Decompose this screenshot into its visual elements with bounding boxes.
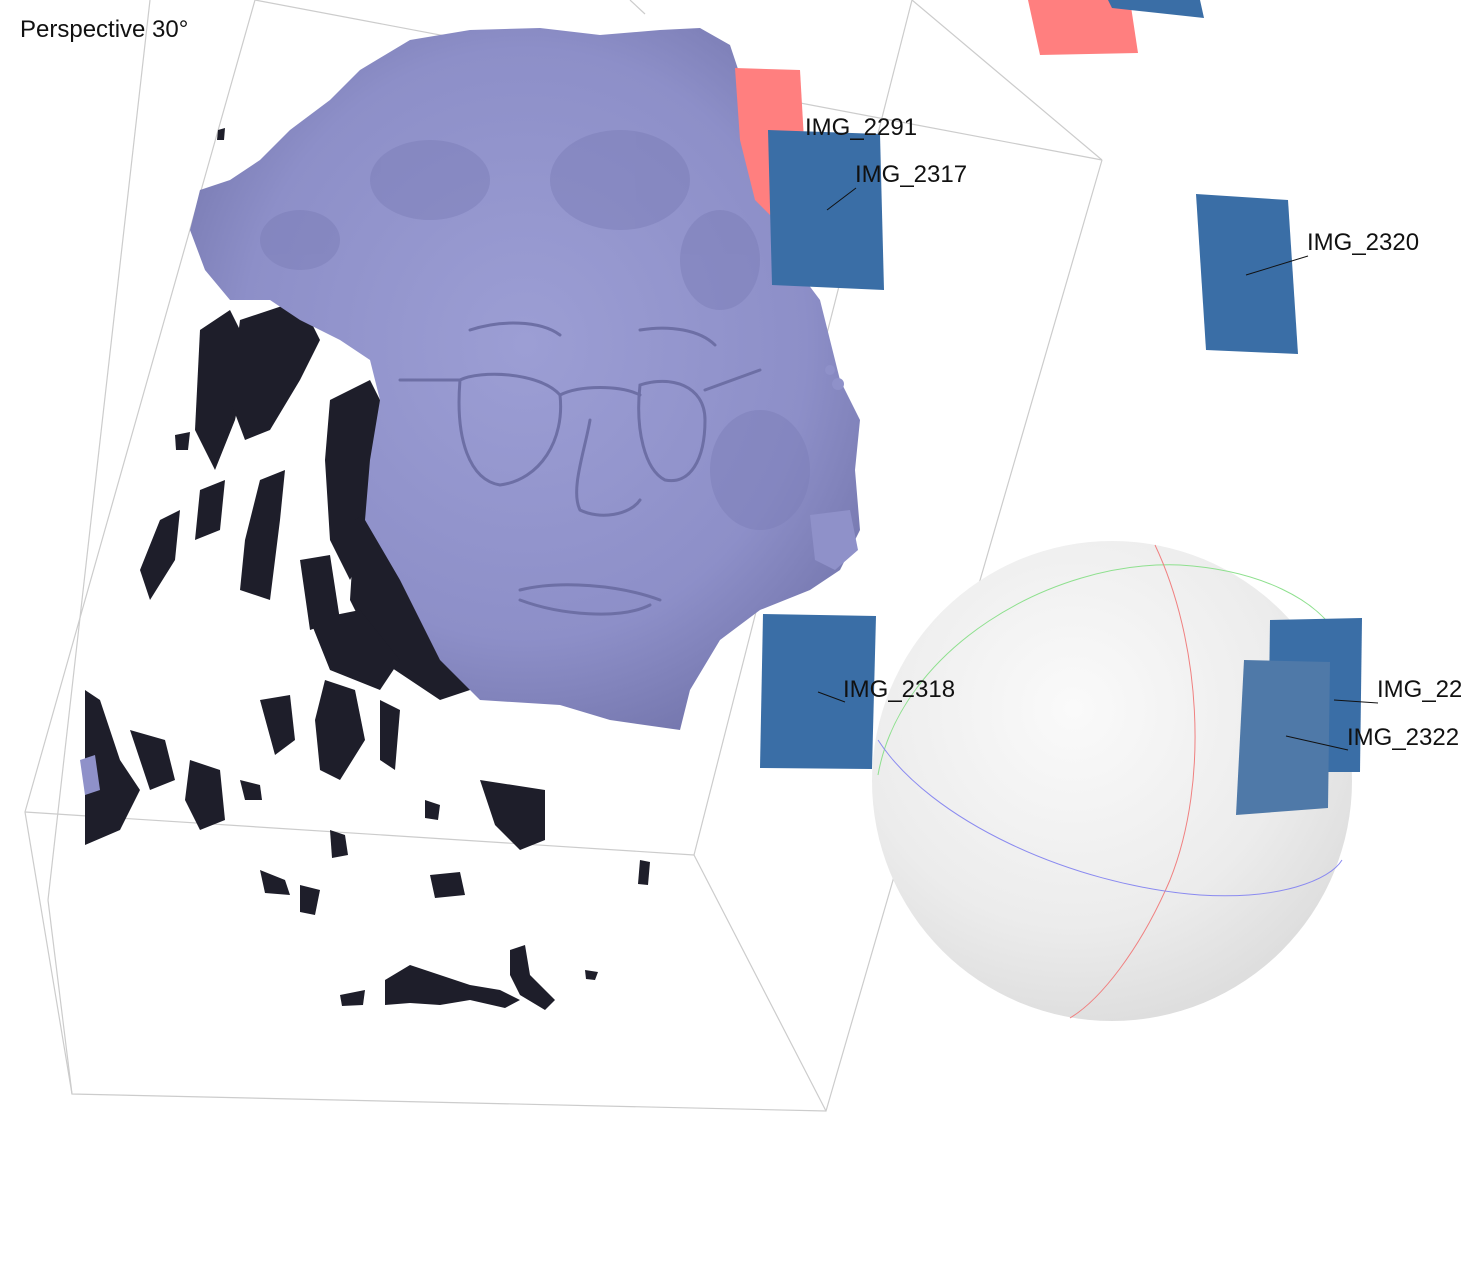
- face-surface-shading: [260, 130, 810, 530]
- gizmo-ring-y: [877, 564, 1341, 776]
- camera-frames[interactable]: [735, 0, 1298, 769]
- camera-labels: IMG_2291 IMG_2317 IMG_2320 IMG_2318 IMG_…: [805, 114, 1461, 751]
- trackball-sphere-icon[interactable]: [872, 541, 1352, 1021]
- face-relief: [398, 321, 762, 616]
- gizmo-ring-z: [877, 739, 1343, 897]
- camera-label-2322: IMG_2322: [1347, 724, 1459, 751]
- camera-label-2320: IMG_2320: [1307, 229, 1419, 256]
- camera-label-2317: IMG_2317: [855, 161, 967, 188]
- camera-label-22: IMG_22: [1377, 676, 1461, 703]
- mesh-fragments: [80, 98, 858, 795]
- label-leaders: [817, 187, 1379, 751]
- camera-label-2291: IMG_2291: [805, 114, 917, 141]
- gizmo-ring-x: [1069, 544, 1196, 1019]
- camera-frame-2317[interactable]: [768, 130, 884, 290]
- camera-label-2318: IMG_2318: [843, 676, 955, 703]
- camera-frames-right[interactable]: [1236, 618, 1362, 815]
- camera-frame-top-blue[interactable]: [1108, 0, 1204, 18]
- camera-frame-top-red[interactable]: [1028, 0, 1138, 55]
- camera-frame-2320[interactable]: [1196, 194, 1298, 354]
- camera-frame-2322[interactable]: [1236, 660, 1330, 815]
- reconstructed-mesh[interactable]: [80, 28, 860, 1010]
- camera-frame-2318[interactable]: [760, 614, 876, 769]
- head-surface: [190, 28, 860, 730]
- projection-mode-label[interactable]: Perspective 30°: [20, 16, 189, 43]
